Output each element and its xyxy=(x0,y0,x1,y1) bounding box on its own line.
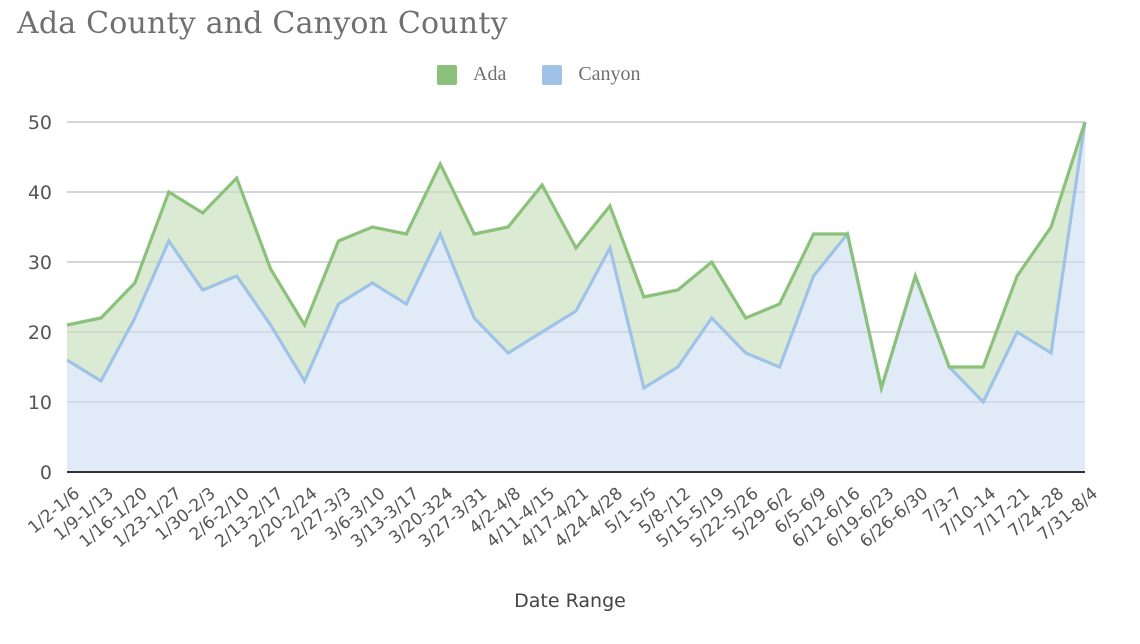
area-canyon xyxy=(67,122,1085,472)
y-tick-label: 10 xyxy=(28,392,52,414)
y-tick-label: 0 xyxy=(40,462,52,484)
legend-label-canyon: Canyon xyxy=(578,63,641,85)
legend-swatch-ada xyxy=(437,64,457,85)
legend-swatch-canyon xyxy=(542,64,563,85)
chart-legend: Ada Canyon xyxy=(437,63,677,86)
series-lines xyxy=(66,121,1087,405)
series-areas xyxy=(67,121,1085,472)
y-tick-label: 20 xyxy=(28,322,52,344)
chart-title: Ada County and Canyon County xyxy=(17,6,508,41)
x-axis-ticks: 1/2-1/61/9-1/131/16-1/201/23-1/271/30-2/… xyxy=(24,484,1101,552)
legend-item-ada[interactable]: Ada xyxy=(437,63,506,86)
y-axis-ticks: 0 10 20 30 40 50 xyxy=(28,112,52,484)
x-axis-title: Date Range xyxy=(514,590,626,612)
y-tick-label: 30 xyxy=(28,252,52,274)
legend-label-ada: Ada xyxy=(473,63,507,85)
legend-item-canyon[interactable]: Canyon xyxy=(542,63,641,86)
y-tick-label: 40 xyxy=(28,182,52,204)
line-ada xyxy=(66,121,1087,395)
y-tick-label: 50 xyxy=(28,112,52,134)
